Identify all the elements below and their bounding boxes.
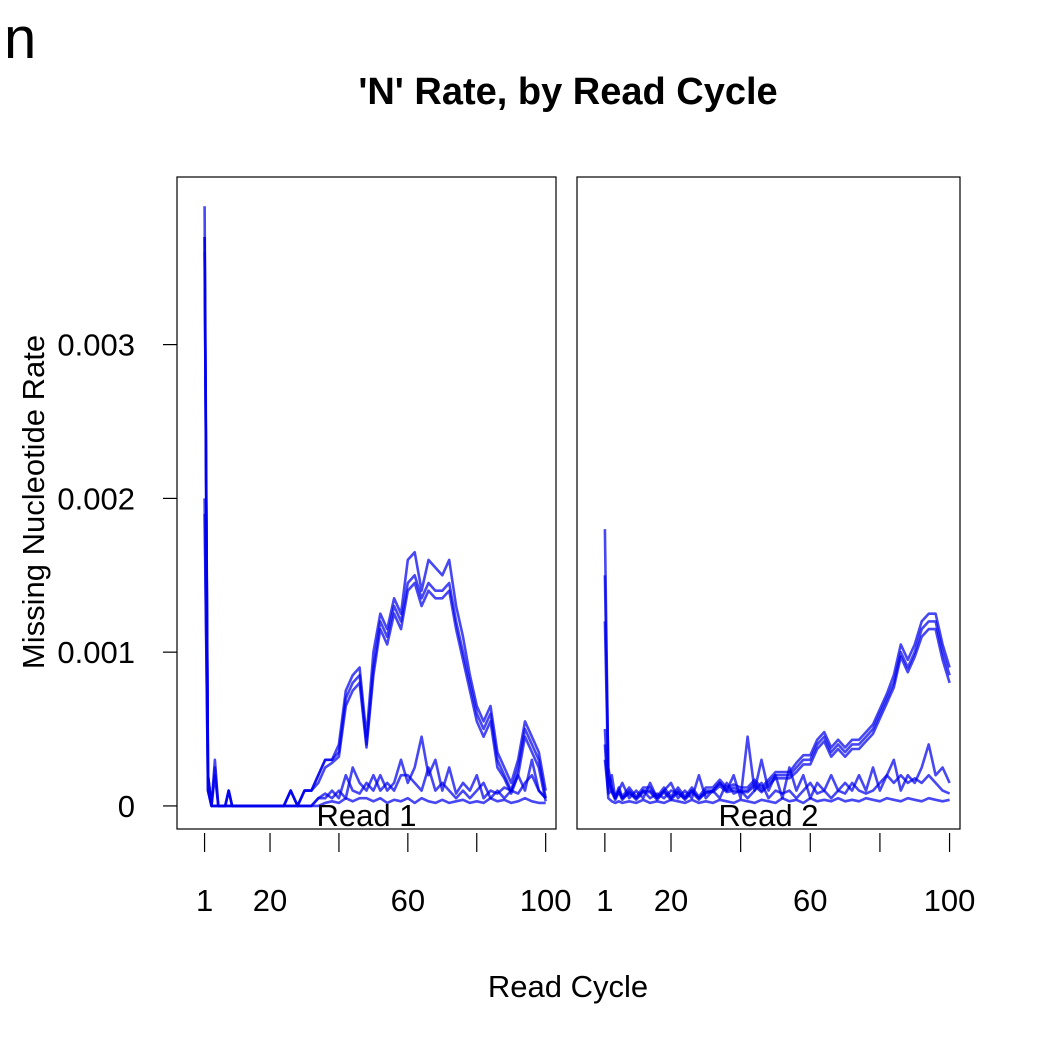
series-line-1 [203,236,547,808]
y-tick-label: 0.003 [57,328,135,363]
x-tick-label: 1 [596,883,613,918]
panel-2: 1 20 60 100 Read 2 [576,176,976,918]
y-axis: 0 0.001 0.002 0.003 [57,328,177,824]
x-tick-label: 1 [196,883,213,918]
x-tick-label: 20 [654,883,688,918]
series-line-4 [603,728,951,800]
x-tick-label: 60 [793,883,827,918]
series-line-6 [603,744,950,805]
panel-label: Read 1 [317,798,417,833]
panel-frame [576,176,961,830]
panel-letter: n [4,6,36,71]
panel-1: 1 20 60 100 Read 1 [176,176,572,918]
series-line-2 [603,575,951,799]
plot-panels: 1 20 60 100 Read 1 1 20 60 100 Read 2 [176,176,976,918]
x-tick-label: 60 [391,883,425,918]
x-tick-label: 100 [924,883,976,918]
y-tick-label: 0 [118,789,135,824]
y-axis-label: Missing Nucleotide Rate [16,335,51,669]
series-line-1 [603,529,951,800]
chart-title: 'N' Rate, by Read Cycle [358,71,777,113]
x-axis-label: Read Cycle [488,969,648,1004]
x-tick-label: 20 [253,883,287,918]
x-tick-label: 100 [520,883,572,918]
y-tick-label: 0.002 [57,481,135,516]
series-line-6 [203,236,546,808]
panel-frame [176,176,557,830]
y-tick-label: 0.001 [57,635,135,670]
panel-label: Read 2 [719,798,819,833]
series-line-2 [203,206,547,808]
series-line-5 [603,759,951,800]
series-line-3 [203,252,547,808]
